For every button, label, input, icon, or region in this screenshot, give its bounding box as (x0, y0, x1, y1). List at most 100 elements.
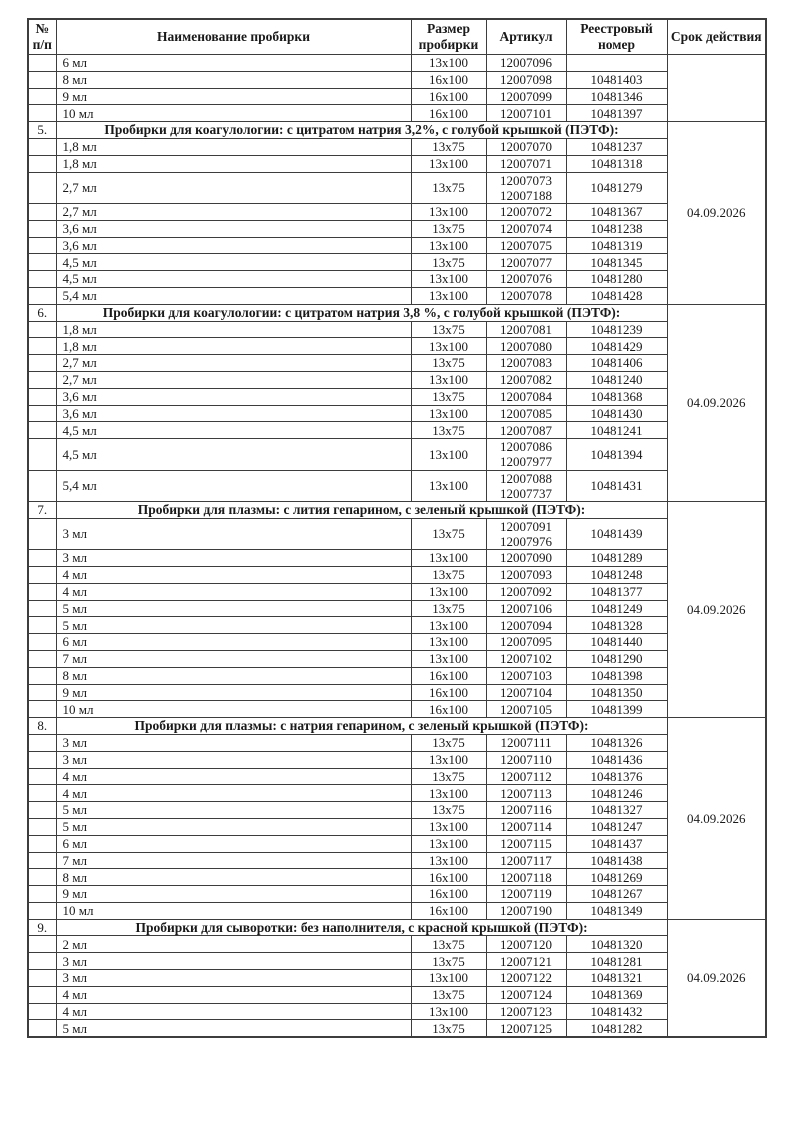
registry-number-cell: 10481238 (565, 219, 668, 238)
row-number-cell (27, 935, 57, 954)
tube-name-cell: 3 мл (55, 952, 412, 971)
row-number-cell (27, 565, 57, 584)
section-number: 8. (27, 717, 57, 735)
article-number: 12007106 (500, 600, 552, 616)
row-number-cell (27, 784, 57, 803)
article-number: 12007075 (500, 237, 552, 253)
article-number: 12007104 (500, 684, 552, 700)
column-header-num: № п/п (27, 18, 57, 55)
table-row: 1,8 мл 13x100 12007071 10481318 (27, 154, 766, 173)
row-number-cell (27, 901, 57, 920)
registry-number-cell: 10481429 (565, 337, 668, 356)
tube-size-cell: 13x75 (410, 171, 487, 204)
table-row: 8 мл 16x100 12007103 10481398 (27, 666, 766, 685)
table-row: 5 мл 13x75 12007106 10481249 (27, 599, 766, 618)
registry-number-cell: 10481369 (565, 985, 668, 1004)
table-row: 2,7 мл 13x100 12007072 10481367 (27, 202, 766, 221)
article-cell: 12007105 (485, 700, 567, 719)
article-number: 12007121 (500, 953, 552, 969)
tube-name-cell: 4,5 мл (55, 421, 412, 440)
tube-name-cell: 5 мл (55, 801, 412, 819)
article-number: 12007115 (500, 836, 552, 851)
article-cell: 12007078 (485, 286, 567, 305)
row-number-cell (27, 154, 57, 173)
section-number: 5. (27, 121, 57, 139)
tube-size-cell: 16x100 (410, 70, 487, 89)
article-cell: 12007071 (485, 154, 567, 173)
row-number-cell (27, 817, 57, 836)
row-number-cell (27, 1002, 57, 1021)
registry-number-cell: 10481281 (565, 952, 668, 971)
article-cell: 12007072 (485, 202, 567, 221)
registry-number-cell: 10481377 (565, 582, 668, 601)
article-number: 12007086 (500, 439, 552, 455)
row-number-cell (27, 286, 57, 305)
tube-size-cell: 13x100 (410, 649, 487, 668)
tube-size-cell: 13x100 (410, 1002, 487, 1021)
article-number: 12007085 (500, 405, 552, 421)
article-cell: 12007088 12007737 (485, 469, 567, 502)
tube-size-cell: 13x75 (410, 421, 487, 440)
article-cell: 12007103 (485, 666, 567, 685)
section-number: 6. (27, 303, 57, 322)
registry-number-cell: 10481289 (565, 549, 668, 567)
article-number: 12007119 (500, 886, 552, 902)
row-number-cell (27, 700, 57, 719)
tube-name-cell: 6 мл (55, 633, 412, 651)
tube-name-cell: 10 мл (55, 901, 412, 920)
row-number-cell (27, 236, 57, 255)
article-cell: 12007118 (485, 868, 567, 887)
article-cell: 12007090 (485, 549, 567, 567)
tube-size-cell: 16x100 (410, 885, 487, 903)
row-number-cell (27, 320, 57, 339)
article-number: 12007190 (500, 903, 552, 919)
article-number: 12007111 (500, 735, 552, 751)
article-number: 12007110 (500, 752, 552, 768)
registry-number-cell: 10481282 (565, 1019, 668, 1038)
row-number-cell (27, 885, 57, 903)
tube-name-cell: 2 мл (55, 935, 412, 954)
table-row: 9 мл 16x100 12007099 10481346 (27, 87, 766, 106)
tube-name-cell: 8 мл (55, 666, 412, 685)
table-row: 10 мл 16x100 12007105 10481399 (27, 700, 766, 719)
tube-size-cell: 13x100 (410, 469, 487, 502)
validity-date: 04.09.2026 (666, 121, 767, 305)
table-row: 7 мл 13x100 12007117 10481438 (27, 851, 766, 870)
table-row: 4,5 мл 13x100 12007086 12007977 10481394 (27, 438, 766, 471)
article-cell: 12007113 (485, 784, 567, 803)
article-number: 12007080 (500, 338, 552, 354)
row-number-cell (27, 952, 57, 971)
article-cell: 12007101 (485, 104, 567, 123)
row-number-cell (27, 733, 57, 752)
tube-size-cell: 13x100 (410, 370, 487, 389)
article-cell: 12007117 (485, 851, 567, 870)
tube-size-cell: 13x75 (410, 354, 487, 372)
section-title: Пробирки для плазмы: с натрия гепарином,… (55, 717, 668, 735)
tube-name-cell: 5 мл (55, 817, 412, 836)
row-number-cell (27, 404, 57, 423)
registry-number-cell: 10481367 (565, 202, 668, 221)
table-row: 5,4 мл 13x100 12007088 12007737 10481431 (27, 469, 766, 502)
article-cell: 12007080 (485, 337, 567, 356)
tube-size-cell: 16x100 (410, 87, 487, 106)
article-number: 12007088 (500, 470, 552, 486)
tube-name-cell: 4 мл (55, 565, 412, 584)
tube-name-cell: 3 мл (55, 549, 412, 567)
tube-size-cell: 13x100 (410, 784, 487, 803)
registry-number-cell: 10481394 (565, 438, 668, 471)
article-number: 12007094 (500, 617, 552, 633)
article-number: 12007125 (500, 1020, 552, 1036)
article-cell: 12007120 (485, 935, 567, 954)
tube-name-cell: 2,7 мл (55, 370, 412, 389)
column-header-name: Наименование пробирки (55, 18, 412, 55)
row-number-cell (27, 683, 57, 702)
article-number: 12007092 (500, 584, 552, 600)
article-cell: 12007070 (485, 137, 567, 156)
validity-date: 04.09.2026 (666, 918, 767, 1038)
article-number: 12007082 (500, 372, 552, 388)
article-cell: 12007115 (485, 834, 567, 853)
tube-size-cell: 13x75 (410, 985, 487, 1004)
tube-name-cell: 8 мл (55, 868, 412, 887)
tube-size-cell: 13x75 (410, 565, 487, 584)
row-number-cell (27, 582, 57, 601)
